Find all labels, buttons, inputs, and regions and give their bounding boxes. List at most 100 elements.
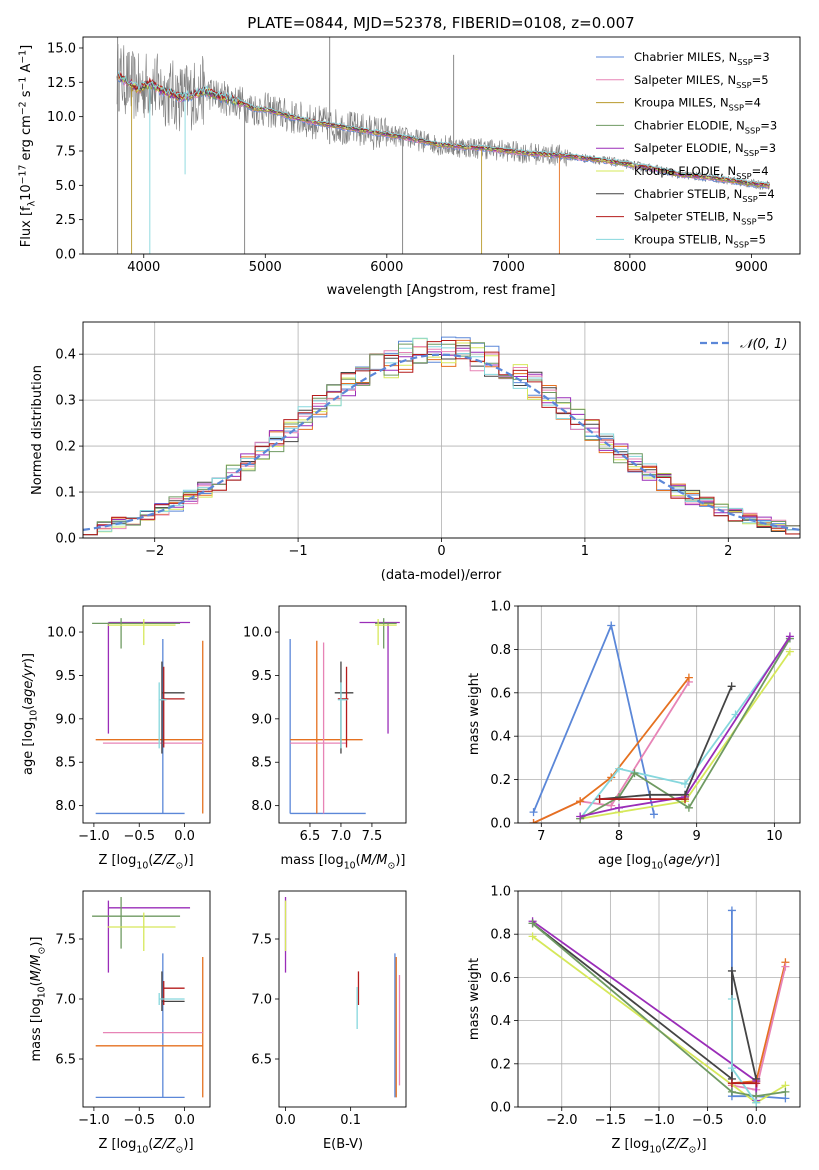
x-tick-label: 0.0 xyxy=(746,1113,767,1128)
histogram-series-7 xyxy=(83,342,800,536)
y-tick-label: 0.0 xyxy=(490,1101,511,1116)
y-tick-label: 9.0 xyxy=(55,712,76,727)
y-tick-label: 0.4 xyxy=(55,348,76,363)
x-tick-label: 7.0 xyxy=(331,829,352,844)
legend: 𝒩(0, 1) xyxy=(700,337,787,352)
x-tick-label: 9000 xyxy=(735,260,768,275)
plot-area xyxy=(284,897,401,1098)
x-tick-label: −0.5 xyxy=(123,1113,155,1128)
y-tick-label: 6.5 xyxy=(55,1053,76,1068)
x-tick-label: −1.5 xyxy=(595,1113,627,1128)
series-line-6 xyxy=(579,635,791,818)
histogram-series-4 xyxy=(83,347,800,536)
y-axis-label: mass [log10(M/M⊙)] xyxy=(29,937,48,1062)
x-tick-label: 8 xyxy=(615,829,623,844)
series-marker xyxy=(576,797,585,806)
plot-area xyxy=(289,618,400,815)
x-tick-label: −0.5 xyxy=(123,829,155,844)
x-tick-label: −2 xyxy=(145,544,164,559)
series-marker xyxy=(781,962,790,971)
series-marker xyxy=(785,632,794,641)
series-marker xyxy=(646,790,655,799)
series-marker xyxy=(649,810,658,819)
x-tick-label: 0.0 xyxy=(174,1113,195,1128)
legend-entry: Chabrier MILES, NSSP=3 xyxy=(634,50,770,67)
y-axis-label: age [log10(age/yr)] xyxy=(21,653,40,775)
legend-entry: Chabrier STELIB, NSSP=4 xyxy=(634,187,775,204)
x-tick-label: 8000 xyxy=(613,260,646,275)
y-tick-label: 1.0 xyxy=(490,885,511,900)
axes-frame xyxy=(278,890,407,1108)
y-tick-label: 10.0 xyxy=(47,110,76,125)
legend-entry: Salpeter MILES, NSSP=5 xyxy=(634,73,769,90)
y-tick-label: 12.5 xyxy=(47,76,76,91)
series-line-1 xyxy=(731,962,787,1085)
y-tick-label: 0.6 xyxy=(490,686,511,701)
y-tick-label: 6.5 xyxy=(251,1053,272,1068)
legend-entry: Kroupa STELIB, NSSP=5 xyxy=(634,232,766,249)
x-tick-label: 5000 xyxy=(249,260,282,275)
x-tick-label: 6.5 xyxy=(300,829,321,844)
axes-frame xyxy=(82,36,801,255)
y-axis-label: mass weight xyxy=(467,673,482,755)
series-marker xyxy=(681,795,690,804)
legend-entry: Salpeter STELIB, NSSP=5 xyxy=(634,210,774,227)
model-fit-8 xyxy=(116,70,770,185)
chart-title: PLATE=0844, MJD=52378, FIBERID=0108, z=0… xyxy=(247,14,634,32)
x-tick-label: 0.1 xyxy=(340,1113,361,1128)
y-tick-label: 2.5 xyxy=(55,213,76,228)
y-tick-label: 10.0 xyxy=(243,626,272,641)
x-axis-label: (data-model)/error xyxy=(381,568,502,583)
series-marker xyxy=(727,1064,736,1073)
y-tick-label: 0.0 xyxy=(55,248,76,263)
panel-mass-vs-Z: −1.0 −0.5 0.0 6.5 7.0 7.5 xyxy=(55,890,211,1128)
series-line-2 xyxy=(533,677,690,823)
series-marker xyxy=(752,1098,761,1107)
plot-area xyxy=(529,621,794,823)
series-line-6 xyxy=(532,922,786,1098)
y-tick-label: 0.0 xyxy=(55,532,76,547)
y-tick-label: 0.8 xyxy=(490,928,511,943)
y-tick-label: 0.2 xyxy=(490,1057,511,1072)
y-tick-label: 9.0 xyxy=(251,712,272,727)
series-marker xyxy=(528,932,537,941)
x-axis-label: wavelength [Angstrom, rest frame] xyxy=(327,283,556,298)
axes-frame xyxy=(517,605,801,824)
axes-frame xyxy=(278,605,407,824)
y-axis-label: mass weight xyxy=(467,958,482,1040)
axes-frame xyxy=(82,321,801,539)
axes-frame xyxy=(82,890,211,1108)
series-marker xyxy=(607,621,616,630)
y-tick-label: 0.8 xyxy=(490,643,511,658)
series-marker xyxy=(528,919,537,928)
series-marker xyxy=(752,1079,761,1088)
x-axis-label: Z [log10(Z/Z⊙)] xyxy=(611,1137,706,1156)
y-tick-label: 7.5 xyxy=(55,144,76,159)
y-tick-label: 0.3 xyxy=(55,394,76,409)
axes-frame xyxy=(82,605,211,824)
series-marker xyxy=(614,803,623,812)
histogram-series-8 xyxy=(83,340,800,536)
legend-entry: 𝒩(0, 1) xyxy=(740,337,787,352)
x-axis-label: mass [log10(M/M⊙)] xyxy=(281,853,406,872)
series-marker xyxy=(727,682,736,691)
plot-area xyxy=(116,37,770,254)
x-tick-label: 2 xyxy=(724,544,732,559)
x-tick-label: 7.5 xyxy=(362,829,383,844)
series-marker xyxy=(576,812,585,821)
y-tick-label: 0.4 xyxy=(490,730,511,745)
series-line-7 xyxy=(599,685,733,800)
panel-weight-vs-age: 7 8 9 10 0.0 0.2 0.4 0.6 0.8 1.0 xyxy=(490,600,801,844)
series-marker xyxy=(681,779,690,788)
x-tick-label: 0 xyxy=(437,544,445,559)
x-tick-label: 7000 xyxy=(492,260,525,275)
series-marker xyxy=(727,1087,736,1096)
y-tick-label: 1.0 xyxy=(490,600,511,615)
x-tick-label: −1.0 xyxy=(643,1113,675,1128)
x-axis-label: E(B-V) xyxy=(323,1137,363,1152)
x-tick-label: 1 xyxy=(581,544,589,559)
x-tick-label: 10 xyxy=(766,829,783,844)
series-marker xyxy=(727,1079,736,1088)
series-marker xyxy=(727,995,736,1003)
